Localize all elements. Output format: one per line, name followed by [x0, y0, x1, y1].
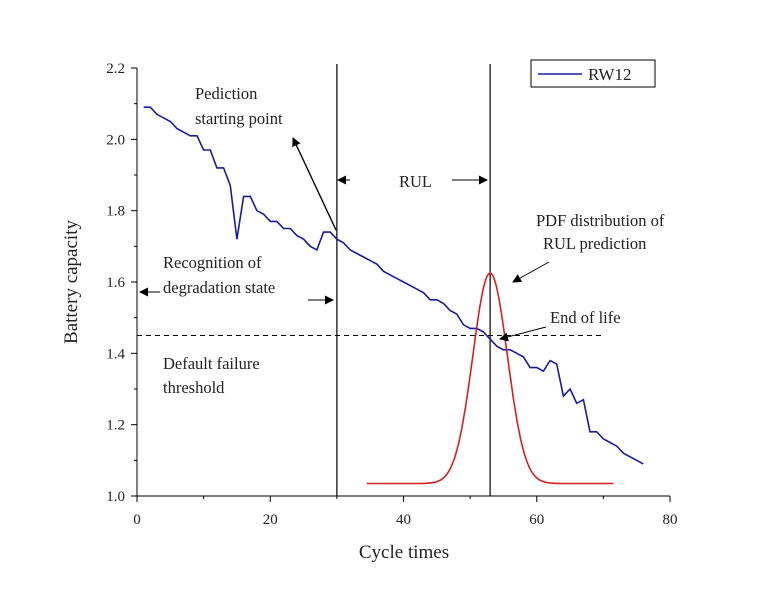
x-tick-label: 80: [663, 512, 678, 528]
annotation-recognition-2: degradation state: [163, 278, 275, 297]
reference-lines: [137, 64, 604, 496]
x-axis-title: Cycle times: [359, 542, 449, 563]
annotation-threshold-1: Default failure: [163, 354, 260, 373]
annotation-threshold-2: threshold: [163, 378, 225, 397]
series-line-rw12: [143, 106, 644, 465]
annotation-recognition-1: Recognition of: [163, 253, 262, 272]
y-tick-label: 1.8: [106, 204, 125, 220]
y-tick-label: 1.4: [106, 346, 125, 362]
annotation-prediction-start-2: starting point: [195, 109, 283, 128]
annotation-pdf-1: PDF distribution of: [536, 211, 665, 230]
y-tick-label: 1.2: [106, 418, 125, 434]
prediction-start-arrow: [292, 137, 337, 231]
y-tick-label: 2.2: [106, 61, 125, 77]
x-tick-label: 0: [133, 512, 141, 528]
x-tick-label: 20: [263, 512, 278, 528]
pdf-annotation-arrow: [512, 261, 550, 283]
annotation-arrows: [139, 137, 550, 342]
pdf-curve: [366, 272, 614, 485]
annotations: Pediction starting point RUL PDF distrib…: [163, 84, 665, 397]
plot-area: 0 20 40 60 80 1.0 1.2 1.4 1.6 1.8 2.0 2.2: [106, 61, 677, 528]
annotation-prediction-start-1: Pediction: [195, 84, 257, 103]
legend-label-rw12: RW12: [588, 65, 631, 84]
y-tick-label: 1.6: [106, 275, 125, 291]
annotation-end-of-life: End of life: [550, 308, 621, 327]
axis-ticks: 0 20 40 60 80 1.0 1.2 1.4 1.6 1.8 2.0 2.2: [106, 61, 677, 528]
x-tick-label: 40: [396, 512, 411, 528]
y-tick-label: 2.0: [106, 132, 125, 148]
annotation-rul: RUL: [399, 172, 432, 191]
x-tick-label: 60: [529, 512, 544, 528]
legend: RW12: [530, 59, 656, 88]
annotation-pdf-2: RUL prediction: [543, 234, 646, 253]
end-of-life-arrow: [499, 326, 547, 342]
y-tick-label: 1.0: [106, 489, 125, 505]
y-axis-title: Battery capacity: [61, 220, 82, 344]
